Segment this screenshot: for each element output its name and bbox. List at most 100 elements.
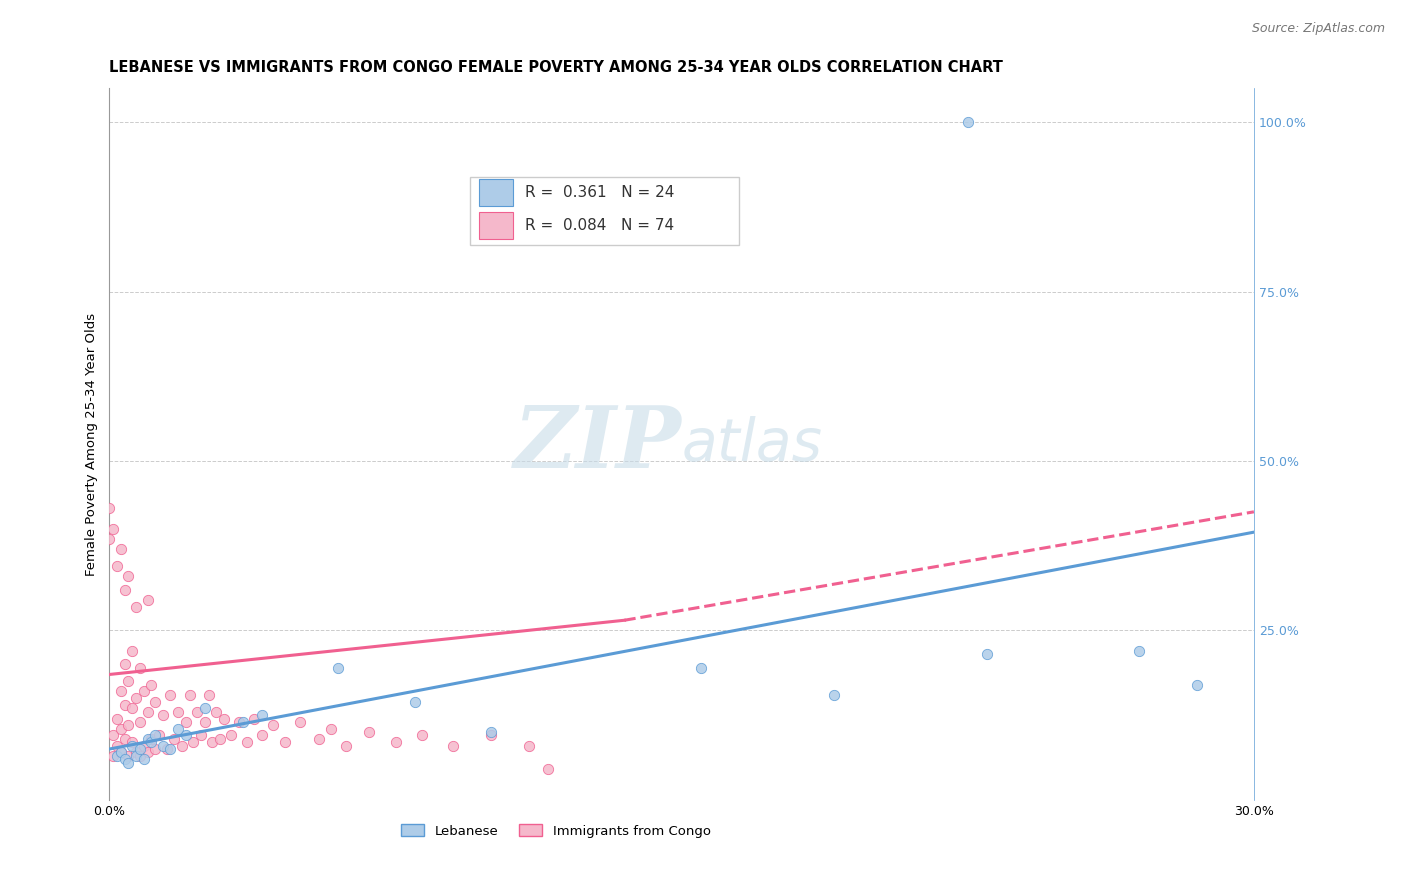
Point xyxy=(129,748,152,763)
Point xyxy=(152,708,174,723)
Point xyxy=(143,695,166,709)
Point xyxy=(170,739,193,753)
Point xyxy=(98,501,121,516)
Point xyxy=(205,705,228,719)
Point xyxy=(159,688,181,702)
Point xyxy=(194,714,217,729)
Point xyxy=(136,593,159,607)
Point xyxy=(129,714,152,729)
Point xyxy=(125,745,148,759)
Point xyxy=(117,756,139,770)
Point xyxy=(132,739,155,753)
Point xyxy=(117,748,139,763)
Point xyxy=(110,745,132,759)
Point xyxy=(141,731,163,746)
Text: Source: ZipAtlas.com: Source: ZipAtlas.com xyxy=(1251,22,1385,36)
Point xyxy=(823,688,845,702)
Point xyxy=(136,705,159,719)
Point xyxy=(209,731,232,746)
Point xyxy=(262,718,284,732)
Point xyxy=(357,725,380,739)
Point xyxy=(114,731,136,746)
Point xyxy=(141,678,163,692)
Text: R =  0.361   N = 24: R = 0.361 N = 24 xyxy=(524,186,675,201)
Point xyxy=(136,731,159,746)
Point xyxy=(110,722,132,736)
Point xyxy=(110,542,132,557)
Point xyxy=(143,729,166,743)
Point xyxy=(288,714,311,729)
Point xyxy=(212,712,235,726)
Point xyxy=(235,735,257,749)
Point xyxy=(114,582,136,597)
Point xyxy=(319,722,342,736)
Point xyxy=(143,742,166,756)
Point xyxy=(114,698,136,712)
Point xyxy=(479,729,502,743)
Point xyxy=(121,644,143,658)
Point xyxy=(103,729,125,743)
Point xyxy=(186,705,208,719)
Text: R =  0.084   N = 74: R = 0.084 N = 74 xyxy=(524,219,673,233)
Point xyxy=(441,739,464,753)
Point xyxy=(117,718,139,732)
Point xyxy=(132,752,155,766)
Point xyxy=(201,735,224,749)
Point xyxy=(105,739,128,753)
Point xyxy=(250,708,273,723)
Point xyxy=(117,674,139,689)
Point xyxy=(103,748,125,763)
Point xyxy=(167,705,190,719)
Point xyxy=(1128,644,1150,658)
Point xyxy=(125,691,148,706)
Point xyxy=(1185,678,1208,692)
Point xyxy=(537,762,560,776)
FancyBboxPatch shape xyxy=(479,179,513,206)
Point xyxy=(308,731,330,746)
Point xyxy=(125,748,148,763)
Point xyxy=(689,661,711,675)
Point xyxy=(110,745,132,759)
Point xyxy=(163,731,186,746)
Text: ZIP: ZIP xyxy=(513,402,682,486)
Point xyxy=(110,684,132,698)
Point xyxy=(411,729,433,743)
Point xyxy=(114,657,136,672)
Point xyxy=(479,725,502,739)
Point xyxy=(221,729,243,743)
Point xyxy=(190,729,212,743)
Point xyxy=(103,522,125,536)
Point xyxy=(384,735,406,749)
Point xyxy=(114,752,136,766)
Text: LEBANESE VS IMMIGRANTS FROM CONGO FEMALE POVERTY AMONG 25-34 YEAR OLDS CORRELATI: LEBANESE VS IMMIGRANTS FROM CONGO FEMALE… xyxy=(110,60,1004,75)
FancyBboxPatch shape xyxy=(479,212,513,239)
Point xyxy=(129,661,152,675)
Point xyxy=(179,688,201,702)
Point xyxy=(274,735,297,749)
Point xyxy=(105,712,128,726)
Point xyxy=(250,729,273,743)
Y-axis label: Female Poverty Among 25-34 Year Olds: Female Poverty Among 25-34 Year Olds xyxy=(86,312,98,575)
Point xyxy=(132,684,155,698)
Point xyxy=(121,735,143,749)
Point xyxy=(117,569,139,583)
Point xyxy=(167,722,190,736)
Point xyxy=(105,748,128,763)
Point xyxy=(148,729,170,743)
Legend: Lebanese, Immigrants from Congo: Lebanese, Immigrants from Congo xyxy=(395,819,716,843)
Point xyxy=(228,714,250,729)
Point xyxy=(159,742,181,756)
FancyBboxPatch shape xyxy=(470,178,740,244)
Point xyxy=(328,661,350,675)
Point xyxy=(156,742,179,756)
Point xyxy=(105,559,128,574)
Point xyxy=(174,714,197,729)
Point xyxy=(129,742,152,756)
Point xyxy=(976,647,998,661)
Point xyxy=(98,532,121,546)
Point xyxy=(141,735,163,749)
Point xyxy=(152,739,174,753)
Point xyxy=(121,701,143,715)
Point xyxy=(136,745,159,759)
Point xyxy=(183,735,205,749)
